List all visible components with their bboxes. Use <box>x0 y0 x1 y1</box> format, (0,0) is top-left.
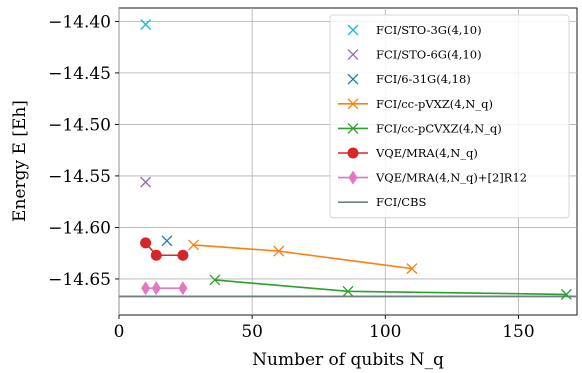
legend-entry-label: VQE/MRA(4,N_q) <box>375 146 478 160</box>
data-point-series-2-stroke <box>161 235 173 247</box>
legend-marker <box>347 98 359 110</box>
data-point-series-3-stroke <box>406 263 418 275</box>
legend-marker-stroke <box>347 98 359 110</box>
y-tick-label: −14.45 <box>48 64 111 84</box>
legend-entry-label: FCI/STO-3G(4,10) <box>376 23 482 37</box>
data-point-series-4-stroke <box>209 274 221 286</box>
data-point-series-5 <box>140 237 152 249</box>
data-point-series-6 <box>151 281 161 296</box>
legend-entry-label: FCI/cc-pVXZ(4,N_q) <box>376 97 493 111</box>
axis-ticks: 0 50 100 150 −14.40 −14.45 −14.50 −14.55 −14.60 −… <box>48 12 535 342</box>
data-point-series-4 <box>560 288 572 300</box>
legend-marker-stroke <box>347 49 359 61</box>
series-markers <box>140 19 572 300</box>
data-point-series-6 <box>178 281 188 296</box>
data-point-series-3 <box>188 239 200 251</box>
legend-marker <box>347 49 359 61</box>
data-point-series-6 <box>141 281 151 296</box>
legend-marker-stroke <box>347 24 359 36</box>
data-point-series-0 <box>140 19 152 30</box>
data-point-series-0-stroke <box>140 19 152 30</box>
legend: FCI/STO-3G(4,10) FCI/STO-6G(4,10) FCI/6-31… <box>329 14 570 219</box>
legend-marker <box>347 147 359 159</box>
data-point-series-4-stroke <box>560 288 572 300</box>
data-point-series-3 <box>273 245 285 257</box>
y-tick-label: −14.65 <box>48 270 111 290</box>
data-point-series-4 <box>342 285 354 297</box>
legend-entry-label: VQE/MRA(4,N_q)+[2]R12 <box>375 171 527 185</box>
data-point-series-5 <box>177 249 189 261</box>
data-point-series-1 <box>140 176 152 188</box>
legend-entry-label: FCI/cc-pCVXZ(4,N_q) <box>376 121 502 135</box>
legend-marker <box>348 170 358 185</box>
y-tick-label: −14.50 <box>48 115 111 135</box>
legend-marker-stroke <box>347 73 359 85</box>
legend-marker-stroke <box>347 122 359 134</box>
series-lines <box>145 242 567 296</box>
x-tick-label: 100 <box>369 322 401 342</box>
data-point-series-2 <box>161 235 173 247</box>
series-line-4 <box>214 279 567 296</box>
legend-entry-label: FCI/6-31G(4,18) <box>376 72 471 86</box>
legend-marker <box>347 24 359 36</box>
x-tick-label: 150 <box>502 322 534 342</box>
legend-marker <box>347 73 359 85</box>
data-point-series-3-stroke <box>188 239 200 251</box>
data-point-series-1-stroke <box>140 176 152 188</box>
legend-entry-label: FCI/STO-6G(4,10) <box>376 48 482 62</box>
data-point-series-5 <box>150 249 162 261</box>
x-tick-label: 0 <box>114 322 125 342</box>
y-tick-label: −14.60 <box>48 218 111 238</box>
data-point-series-4 <box>209 274 221 286</box>
y-tick-label: −14.40 <box>48 12 111 32</box>
x-tick-label: 50 <box>241 322 263 342</box>
y-axis-label: Energy E [Eh] <box>10 100 30 222</box>
y-tick-label: −14.55 <box>48 167 111 187</box>
data-point-series-3 <box>406 263 418 275</box>
data-point-series-3-stroke <box>273 245 285 257</box>
legend-box <box>329 14 570 219</box>
legend-marker <box>347 122 359 134</box>
legend-entry-label: FCI/CBS <box>376 195 426 209</box>
data-point-series-4-stroke <box>342 285 354 297</box>
series-line-3 <box>193 244 413 270</box>
x-axis-label: Number of qubits N_q <box>252 350 444 370</box>
